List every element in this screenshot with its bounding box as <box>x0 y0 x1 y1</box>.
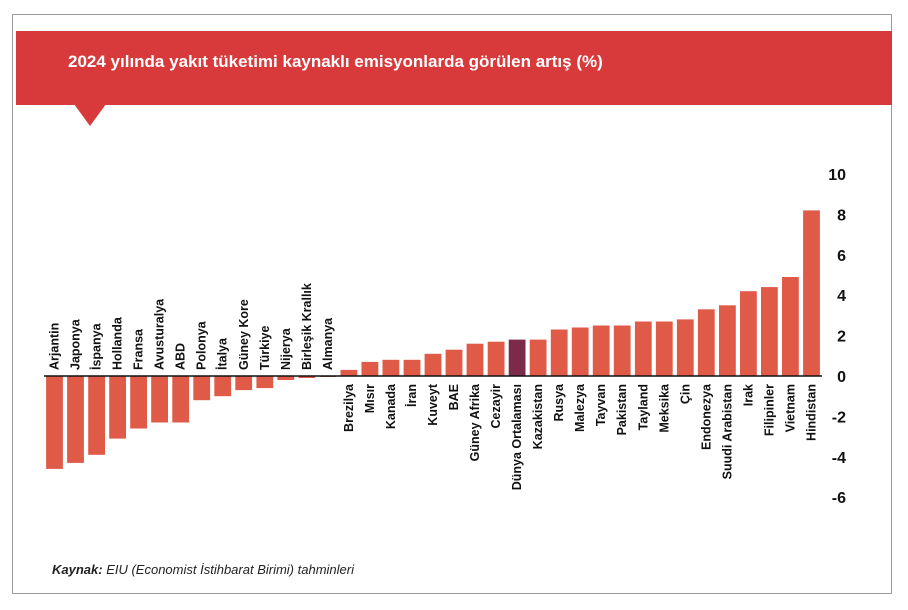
bar-brezilya <box>340 369 358 376</box>
category-label-meksika: Meksika <box>657 383 671 433</box>
bar-meksika <box>655 321 673 376</box>
bar-turkiye <box>256 376 274 389</box>
bar-pakistan <box>613 325 631 376</box>
source-text: EIU (Economist İstihbarat Birimi) tahmin… <box>102 562 354 577</box>
y-tick-label: 2 <box>837 329 846 346</box>
bar-i-ran <box>403 359 421 376</box>
bar-malezya <box>571 327 589 376</box>
category-labels-group: Arjantin Japonya İspanya Hollanda Fransa Avus… <box>48 283 819 490</box>
category-label-i-spanya: İspanya <box>89 322 104 370</box>
y-tick-label: -4 <box>832 450 846 467</box>
category-label-i-talya: İtalya <box>215 337 230 370</box>
category-label-kanada: Kanada <box>384 383 398 429</box>
category-label-birlesik-krallik: Birleşik Krallık <box>300 283 314 370</box>
y-axis: 10 8 6 4 2 0 -2 -4 -6 <box>828 167 846 507</box>
category-label-irak: Irak <box>741 384 755 406</box>
bar-i-spanya <box>88 376 105 455</box>
bar-cin <box>676 319 694 376</box>
bar-rusya <box>550 329 568 376</box>
source-note: Kaynak: EIU (Economist İstihbarat Birimi… <box>52 562 354 577</box>
bar-misir <box>361 361 379 376</box>
category-label-bae: BAE <box>447 384 461 410</box>
category-label-filipinler: Filipinler <box>762 384 776 436</box>
category-label-misir: Mısır <box>363 384 377 413</box>
category-label-i-ran: İran <box>404 384 419 407</box>
bar-vietnam <box>782 277 799 376</box>
bars-group <box>46 210 820 469</box>
bar-kazakistan <box>529 339 547 376</box>
bar-polonya <box>193 376 211 401</box>
chart-title: 2024 yılında yakıt tüketimi kaynaklı emi… <box>68 52 603 71</box>
category-label-guney-kore: Güney Kore <box>237 299 251 370</box>
bar-kuveyt <box>424 353 442 376</box>
category-label-cezayir: Cezayir <box>489 384 503 429</box>
y-tick-label: -2 <box>832 409 846 426</box>
category-label-hollanda: Hollanda <box>111 316 125 370</box>
banner-pointer <box>74 104 106 126</box>
category-label-almanya: Almanya <box>321 317 335 370</box>
category-label-pakistan: Pakistan <box>615 384 629 435</box>
category-label-endonezya: Endonezya <box>699 383 713 450</box>
bar-hollanda <box>109 376 126 439</box>
bar-tayland <box>634 321 652 376</box>
y-tick-label: 8 <box>837 207 846 224</box>
category-label-brezilya: Brezilya <box>342 383 356 432</box>
bar-guney-afrika <box>466 343 484 376</box>
category-label-guney-afrika: Güney Afrika <box>468 383 482 461</box>
category-label-fransa: Fransa <box>132 328 146 370</box>
category-label-nijerya: Nijerya <box>279 327 293 370</box>
bar-kanada <box>382 359 400 376</box>
y-tick-label: 10 <box>828 167 846 184</box>
category-label-tayvan: Tayvan <box>594 384 608 426</box>
bar-cezayir <box>487 341 505 376</box>
category-label-kuveyt: Kuveyt <box>426 383 440 426</box>
category-label-dunya-ortalamasi: Dünya Ortalaması <box>510 384 524 490</box>
category-label-malezya: Malezya <box>573 383 587 432</box>
y-tick-label: 4 <box>837 288 846 305</box>
category-label-japonya: Japonya <box>69 318 83 370</box>
bar-hindistan <box>803 210 820 376</box>
bar-nijerya <box>277 376 295 380</box>
bar-bae <box>445 349 463 376</box>
bar-filipinler <box>761 287 778 376</box>
bar-dunya-ortalamasi <box>508 339 526 376</box>
source-label: Kaynak: <box>52 562 103 577</box>
category-label-polonya: Polonya <box>195 320 209 370</box>
bar-endonezya <box>697 309 715 376</box>
category-label-cin: Çin <box>678 384 692 404</box>
category-label-hindistan: Hindistan <box>805 384 819 441</box>
category-label-tayland: Tayland <box>636 384 650 430</box>
category-label-turkiye: Türkiye <box>258 325 272 370</box>
category-label-vietnam: Vietnam <box>784 384 798 432</box>
title-banner <box>16 31 892 105</box>
bar-suudi-arabistan <box>719 305 736 376</box>
category-label-arjantin: Arjantin <box>48 323 62 370</box>
category-label-suudi-arabistan: Suudi Arabistan <box>720 384 734 479</box>
y-tick-label: -6 <box>832 490 846 507</box>
bar-birlesik-krallik <box>298 376 316 378</box>
y-tick-label: 0 <box>837 369 846 386</box>
bar-irak <box>740 291 757 376</box>
bar-abd <box>172 376 190 423</box>
category-label-abd: ABD <box>174 343 188 370</box>
category-label-avusturalya: Avusturalya <box>153 298 167 370</box>
y-tick-label: 6 <box>837 248 846 265</box>
bar-japonya <box>67 376 84 463</box>
category-label-rusya: Rusya <box>552 383 566 422</box>
bar-i-talya <box>214 376 232 397</box>
bar-avusturalya <box>151 376 168 423</box>
bar-arjantin <box>46 376 63 469</box>
bar-fransa <box>130 376 147 429</box>
bar-guney-kore <box>235 376 253 391</box>
bar-tayvan <box>592 325 610 376</box>
category-label-kazakistan: Kazakistan <box>531 384 545 449</box>
